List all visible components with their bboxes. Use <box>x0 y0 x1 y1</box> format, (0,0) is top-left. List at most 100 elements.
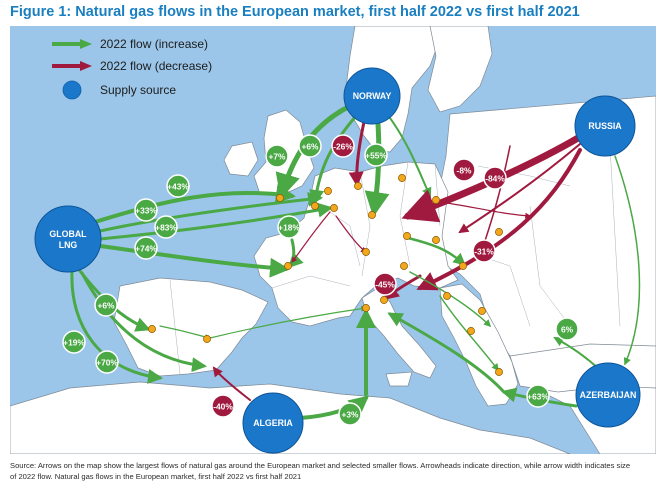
flow-pct: +7% <box>269 152 287 162</box>
hub-point <box>324 187 332 195</box>
hub-point <box>443 292 451 300</box>
hub-point <box>467 327 475 335</box>
legend-source: Supply source <box>50 80 176 100</box>
flow-line-inc-0 <box>93 183 296 224</box>
legend-decrease-arrow <box>52 61 92 71</box>
flow-pct: +19% <box>63 338 85 348</box>
flow-badge <box>154 215 178 239</box>
hub-point <box>400 262 408 270</box>
flow-pct: -45% <box>375 280 395 290</box>
flow-badge <box>277 215 301 239</box>
legend-increase: 2022 flow (increase) <box>50 36 208 52</box>
flow-pct: +6% <box>98 301 116 311</box>
flow-line-inc-10 <box>364 121 390 217</box>
flow-line-inc-2 <box>98 202 333 241</box>
flow-badge <box>526 384 550 408</box>
flow-pct: -84% <box>485 174 505 184</box>
flow-label-plus43: +43% <box>166 174 190 198</box>
hub-point <box>478 307 486 315</box>
source-label: ALGERIA <box>253 418 293 428</box>
flow-badge <box>364 143 388 167</box>
flow-line-dec-13 <box>458 143 581 234</box>
gas-flow-map: +43% +33% +83% +74% +6% +19% +70% +7% +6% -26% +55… <box>10 26 656 454</box>
source-label: RUSSIA <box>588 121 622 131</box>
hub-point <box>354 182 362 190</box>
flow-label-plus6-tap: 6% <box>555 317 579 341</box>
flow-label-minus8: -8% <box>452 158 476 182</box>
flow-label-plus7: +7% <box>265 144 289 168</box>
flow-line-inc-8 <box>309 114 358 205</box>
hub-point <box>368 211 376 219</box>
flow-line-inc-5 <box>70 270 163 384</box>
hub-point <box>148 325 156 333</box>
flow-pct: +70% <box>96 358 118 368</box>
flow-label-plus74: +74% <box>134 236 158 260</box>
source-label-line1: GLOBAL <box>49 229 87 239</box>
flow-pct: +33% <box>135 206 157 216</box>
hub-point <box>495 368 503 376</box>
source-label: NORWAY <box>353 91 392 101</box>
flow-badge <box>555 317 579 341</box>
source-algeria: ALGERIA <box>242 392 304 454</box>
flow-badge <box>211 394 235 418</box>
flow-line-dec-17 <box>212 366 251 401</box>
flow-pct: -31% <box>474 247 494 257</box>
source-note-line1: Source: Arrows on the map show the large… <box>10 461 631 470</box>
flow-labels: +43% +33% +83% +74% +6% +19% +70% +7% +6% -26% +55… <box>62 134 579 426</box>
flow-label-plus6-iberia: +6% <box>94 293 118 317</box>
flow-pct: +74% <box>135 244 157 254</box>
flow-badge <box>94 293 118 317</box>
flow-badge <box>95 350 119 374</box>
flow-label-plus19: +19% <box>62 330 86 354</box>
flow-line-inc-26 <box>406 236 466 266</box>
hubs <box>148 174 503 376</box>
flow-line-inc-29 <box>209 305 368 339</box>
flow-pct: +63% <box>527 392 549 402</box>
source-circle <box>574 95 636 157</box>
flow-badge <box>134 236 158 260</box>
source-azerbaijan: AZERBAIJAN <box>575 362 641 428</box>
flow-line-inc-3 <box>98 244 290 278</box>
figure-title: Figure 1: Natural gas flows in the Europ… <box>10 4 580 20</box>
flow-pct: -8% <box>457 166 472 176</box>
flow-badge <box>134 198 158 222</box>
flow-label-plus33: +33% <box>134 198 158 222</box>
flow-line-inc-21 <box>387 312 506 394</box>
flow-label-plus70: +70% <box>95 350 119 374</box>
legend-increase-label: 2022 flow (increase) <box>100 37 209 51</box>
hub-point <box>459 262 467 270</box>
hub-point <box>432 236 440 244</box>
flow-badge <box>373 272 397 296</box>
flow-label-minus40: -40% <box>211 394 235 418</box>
flow-badge <box>338 402 362 426</box>
flow-label-minus31: -31% <box>472 239 496 263</box>
land-finland <box>427 26 493 113</box>
flow-pct: -26% <box>333 142 353 152</box>
flow-pct: +43% <box>167 182 189 192</box>
hub-point <box>284 262 292 270</box>
hub-point <box>362 248 370 256</box>
flow-pct: 6% <box>561 325 574 335</box>
hub-point <box>495 228 503 236</box>
source-label: AZERBAIJAN <box>580 390 637 400</box>
hub-point <box>203 335 211 343</box>
hub-point <box>380 296 388 304</box>
flow-pct: +6% <box>302 142 320 152</box>
flow-line-inc-11 <box>389 117 432 198</box>
flow-pct: +83% <box>155 223 177 233</box>
hub-point <box>330 204 338 212</box>
flow-label-plus3: +3% <box>338 402 362 426</box>
hub-point <box>403 232 411 240</box>
flow-line-inc-28 <box>439 295 499 372</box>
flow-label-minus45: -45% <box>373 272 397 296</box>
flow-label-minus84: -84% <box>483 166 507 190</box>
land-ireland <box>223 141 259 177</box>
source-circle <box>575 362 641 428</box>
flow-badge <box>166 174 190 198</box>
flow-badge <box>265 144 289 168</box>
flow-label-plus63: +63% <box>526 384 550 408</box>
source-note-line2: of 2022 flow. Natural gas flows in the E… <box>10 472 302 481</box>
flow-line-dec-14 <box>416 148 582 291</box>
flow-label-plus6-north: +6% <box>298 134 322 158</box>
